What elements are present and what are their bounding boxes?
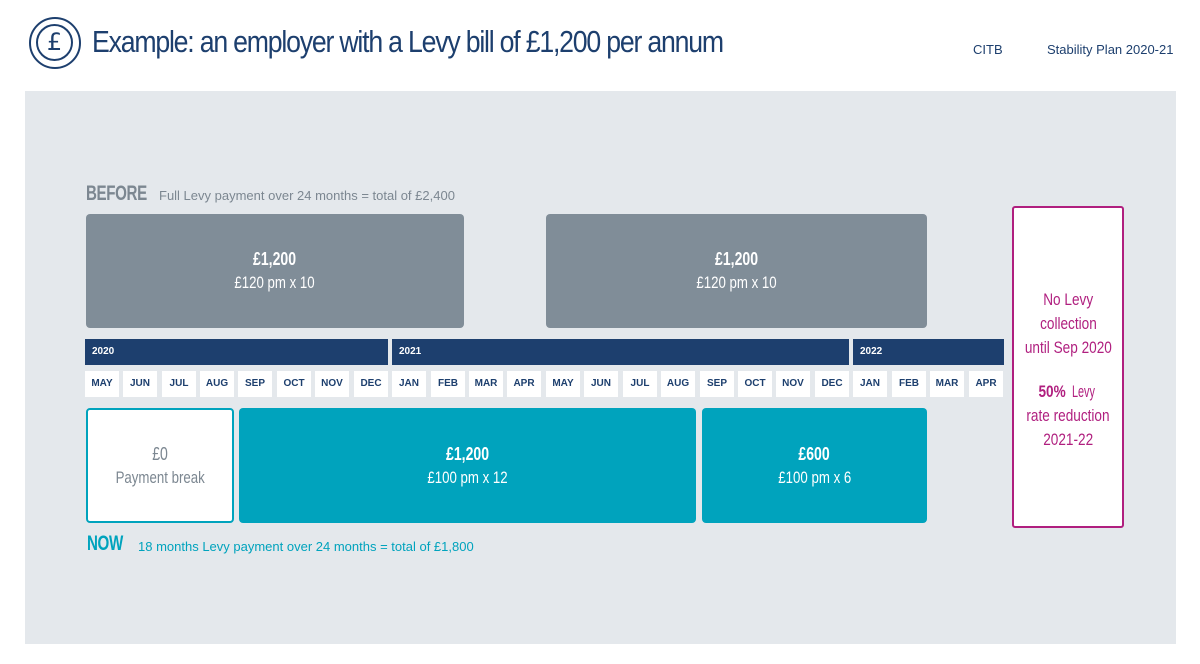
note-line-1: No Levy	[1043, 290, 1093, 309]
month-cell: NOV	[315, 371, 349, 397]
before-block-1: £1,200 £120 pm x 10	[86, 214, 464, 328]
year-bar-2020: 2020	[85, 339, 388, 365]
year-bar-2021: 2021	[392, 339, 849, 365]
before-block-1-amount: £1,200	[253, 249, 297, 269]
year-bar-2022: 2022	[853, 339, 1004, 365]
month-cell: OCT	[277, 371, 311, 397]
month-cell: JUN	[123, 371, 157, 397]
levy-note-box: No Levy collection until Sep 2020 50% Le…	[1012, 206, 1124, 528]
before-block-1-detail: £120 pm x 10	[234, 273, 316, 292]
org-name: CITB	[973, 42, 1003, 57]
month-cell: SEP	[238, 371, 272, 397]
note-line-3: until Sep 2020	[1024, 338, 1112, 357]
month-cell: APR	[507, 371, 541, 397]
now-block-payment-break: £0 Payment break	[86, 408, 234, 523]
now-label: NOW	[87, 532, 123, 555]
before-block-2-detail: £120 pm x 10	[696, 273, 777, 292]
before-block-2: £1,200 £120 pm x 10	[546, 214, 927, 328]
month-cell: MAY	[85, 371, 119, 397]
month-cell: SEP	[700, 371, 734, 397]
before-label: BEFORE	[86, 182, 147, 205]
document-title: Stability Plan 2020-21	[1047, 42, 1174, 57]
month-cell: DEC	[815, 371, 849, 397]
pound-glyph: £	[36, 24, 73, 61]
month-cell: FEB	[892, 371, 926, 397]
now-block-2-amount: £1,200	[446, 443, 489, 464]
note-percent: 50%	[1038, 382, 1066, 401]
month-cell: FEB	[431, 371, 465, 397]
pound-sign-icon: £	[29, 17, 81, 69]
month-cell: DEC	[354, 371, 388, 397]
month-cell: JUN	[584, 371, 618, 397]
month-cell: JUL	[162, 371, 196, 397]
content-panel	[25, 91, 1176, 644]
now-block-3-amount: £600	[798, 443, 831, 464]
now-description: 18 months Levy payment over 24 months = …	[138, 539, 474, 554]
month-cell: APR	[969, 371, 1003, 397]
now-block-1-amount: £0	[152, 443, 168, 464]
month-cell: NOV	[776, 371, 810, 397]
month-cell: AUG	[661, 371, 695, 397]
note-line-2: collection	[1039, 314, 1097, 333]
page-title: Example: an employer with a Levy bill of…	[92, 24, 724, 59]
month-cell: JAN	[392, 371, 426, 397]
month-cell: JUL	[623, 371, 657, 397]
before-description: Full Levy payment over 24 months = total…	[159, 188, 455, 203]
month-cell: MAY	[546, 371, 580, 397]
month-cell: MAR	[930, 371, 964, 397]
now-block-2-detail: £100 pm x 12	[427, 467, 508, 487]
month-cell: OCT	[738, 371, 772, 397]
note-line-6: 2021-22	[1043, 430, 1093, 449]
now-block-1-detail: Payment break	[115, 467, 205, 487]
note-line-4-rest: Levy	[1068, 382, 1095, 401]
month-cell: JAN	[853, 371, 887, 397]
now-block-3-detail: £100 pm x 6	[778, 467, 851, 487]
now-block-2: £1,200 £100 pm x 12	[239, 408, 696, 523]
note-line-4: 50% Levy	[1038, 380, 1098, 404]
before-block-2-amount: £1,200	[715, 249, 758, 269]
month-cell: MAR	[469, 371, 503, 397]
now-block-3: £600 £100 pm x 6	[702, 408, 927, 523]
month-cell: AUG	[200, 371, 234, 397]
note-line-5: rate reduction	[1026, 406, 1110, 425]
